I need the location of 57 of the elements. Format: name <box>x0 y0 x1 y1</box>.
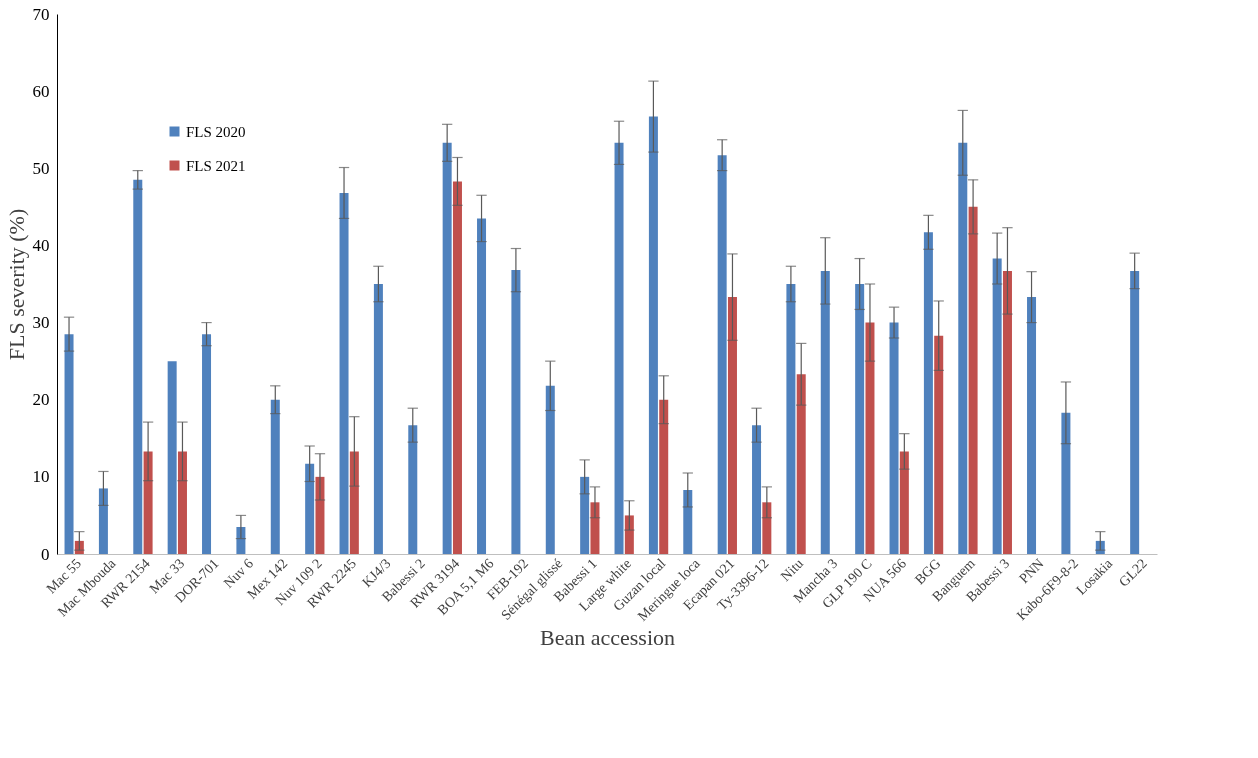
y-tick-label: 20 <box>32 390 50 410</box>
y-tick-label: 60 <box>32 81 50 101</box>
bar <box>614 142 624 554</box>
y-tick-label: 0 <box>41 544 50 564</box>
bar <box>305 463 315 554</box>
bar <box>762 502 772 554</box>
bar <box>373 284 383 554</box>
bar <box>270 399 280 554</box>
bar <box>202 334 212 554</box>
bar <box>855 284 865 554</box>
bar <box>968 206 978 554</box>
legend-label: FLS 2020 <box>186 123 246 140</box>
y-tick-label: 40 <box>32 235 50 255</box>
bar <box>934 335 944 554</box>
bar <box>167 361 177 554</box>
bar <box>1130 270 1140 554</box>
bar <box>1061 412 1071 554</box>
bar <box>477 218 487 554</box>
bar <box>683 489 693 554</box>
bar <box>64 334 74 554</box>
bar <box>177 451 187 554</box>
bar <box>624 515 634 554</box>
legend-label: FLS 2021 <box>186 157 246 174</box>
y-tick-label: 50 <box>32 158 50 178</box>
bar <box>452 181 462 554</box>
bar <box>98 488 108 554</box>
bar <box>590 502 600 554</box>
bar <box>820 270 830 554</box>
y-tick-label: 10 <box>32 467 50 487</box>
x-axis-title: Bean accession <box>540 624 675 650</box>
bar <box>511 270 521 554</box>
bar <box>899 451 909 554</box>
bar <box>648 116 658 554</box>
bar <box>442 142 452 554</box>
bar <box>923 232 933 554</box>
bar <box>580 476 590 554</box>
bar <box>889 322 899 554</box>
bar <box>1002 270 1012 554</box>
bar <box>1027 297 1037 554</box>
bar <box>659 399 669 554</box>
bar <box>545 385 555 554</box>
bar <box>958 142 968 554</box>
bar <box>865 322 875 554</box>
bar <box>796 374 806 554</box>
bar <box>349 451 359 554</box>
bar <box>786 284 796 554</box>
y-tick-label: 70 <box>32 4 50 24</box>
bar <box>752 425 762 554</box>
bar <box>133 179 143 554</box>
bar <box>339 192 349 554</box>
bar <box>727 297 737 554</box>
bar <box>717 155 727 554</box>
y-axis-title: FLS severity (%) <box>3 208 29 361</box>
bar <box>992 258 1002 554</box>
bar <box>408 425 418 554</box>
bar <box>143 451 153 554</box>
y-tick-label: 30 <box>32 313 50 333</box>
